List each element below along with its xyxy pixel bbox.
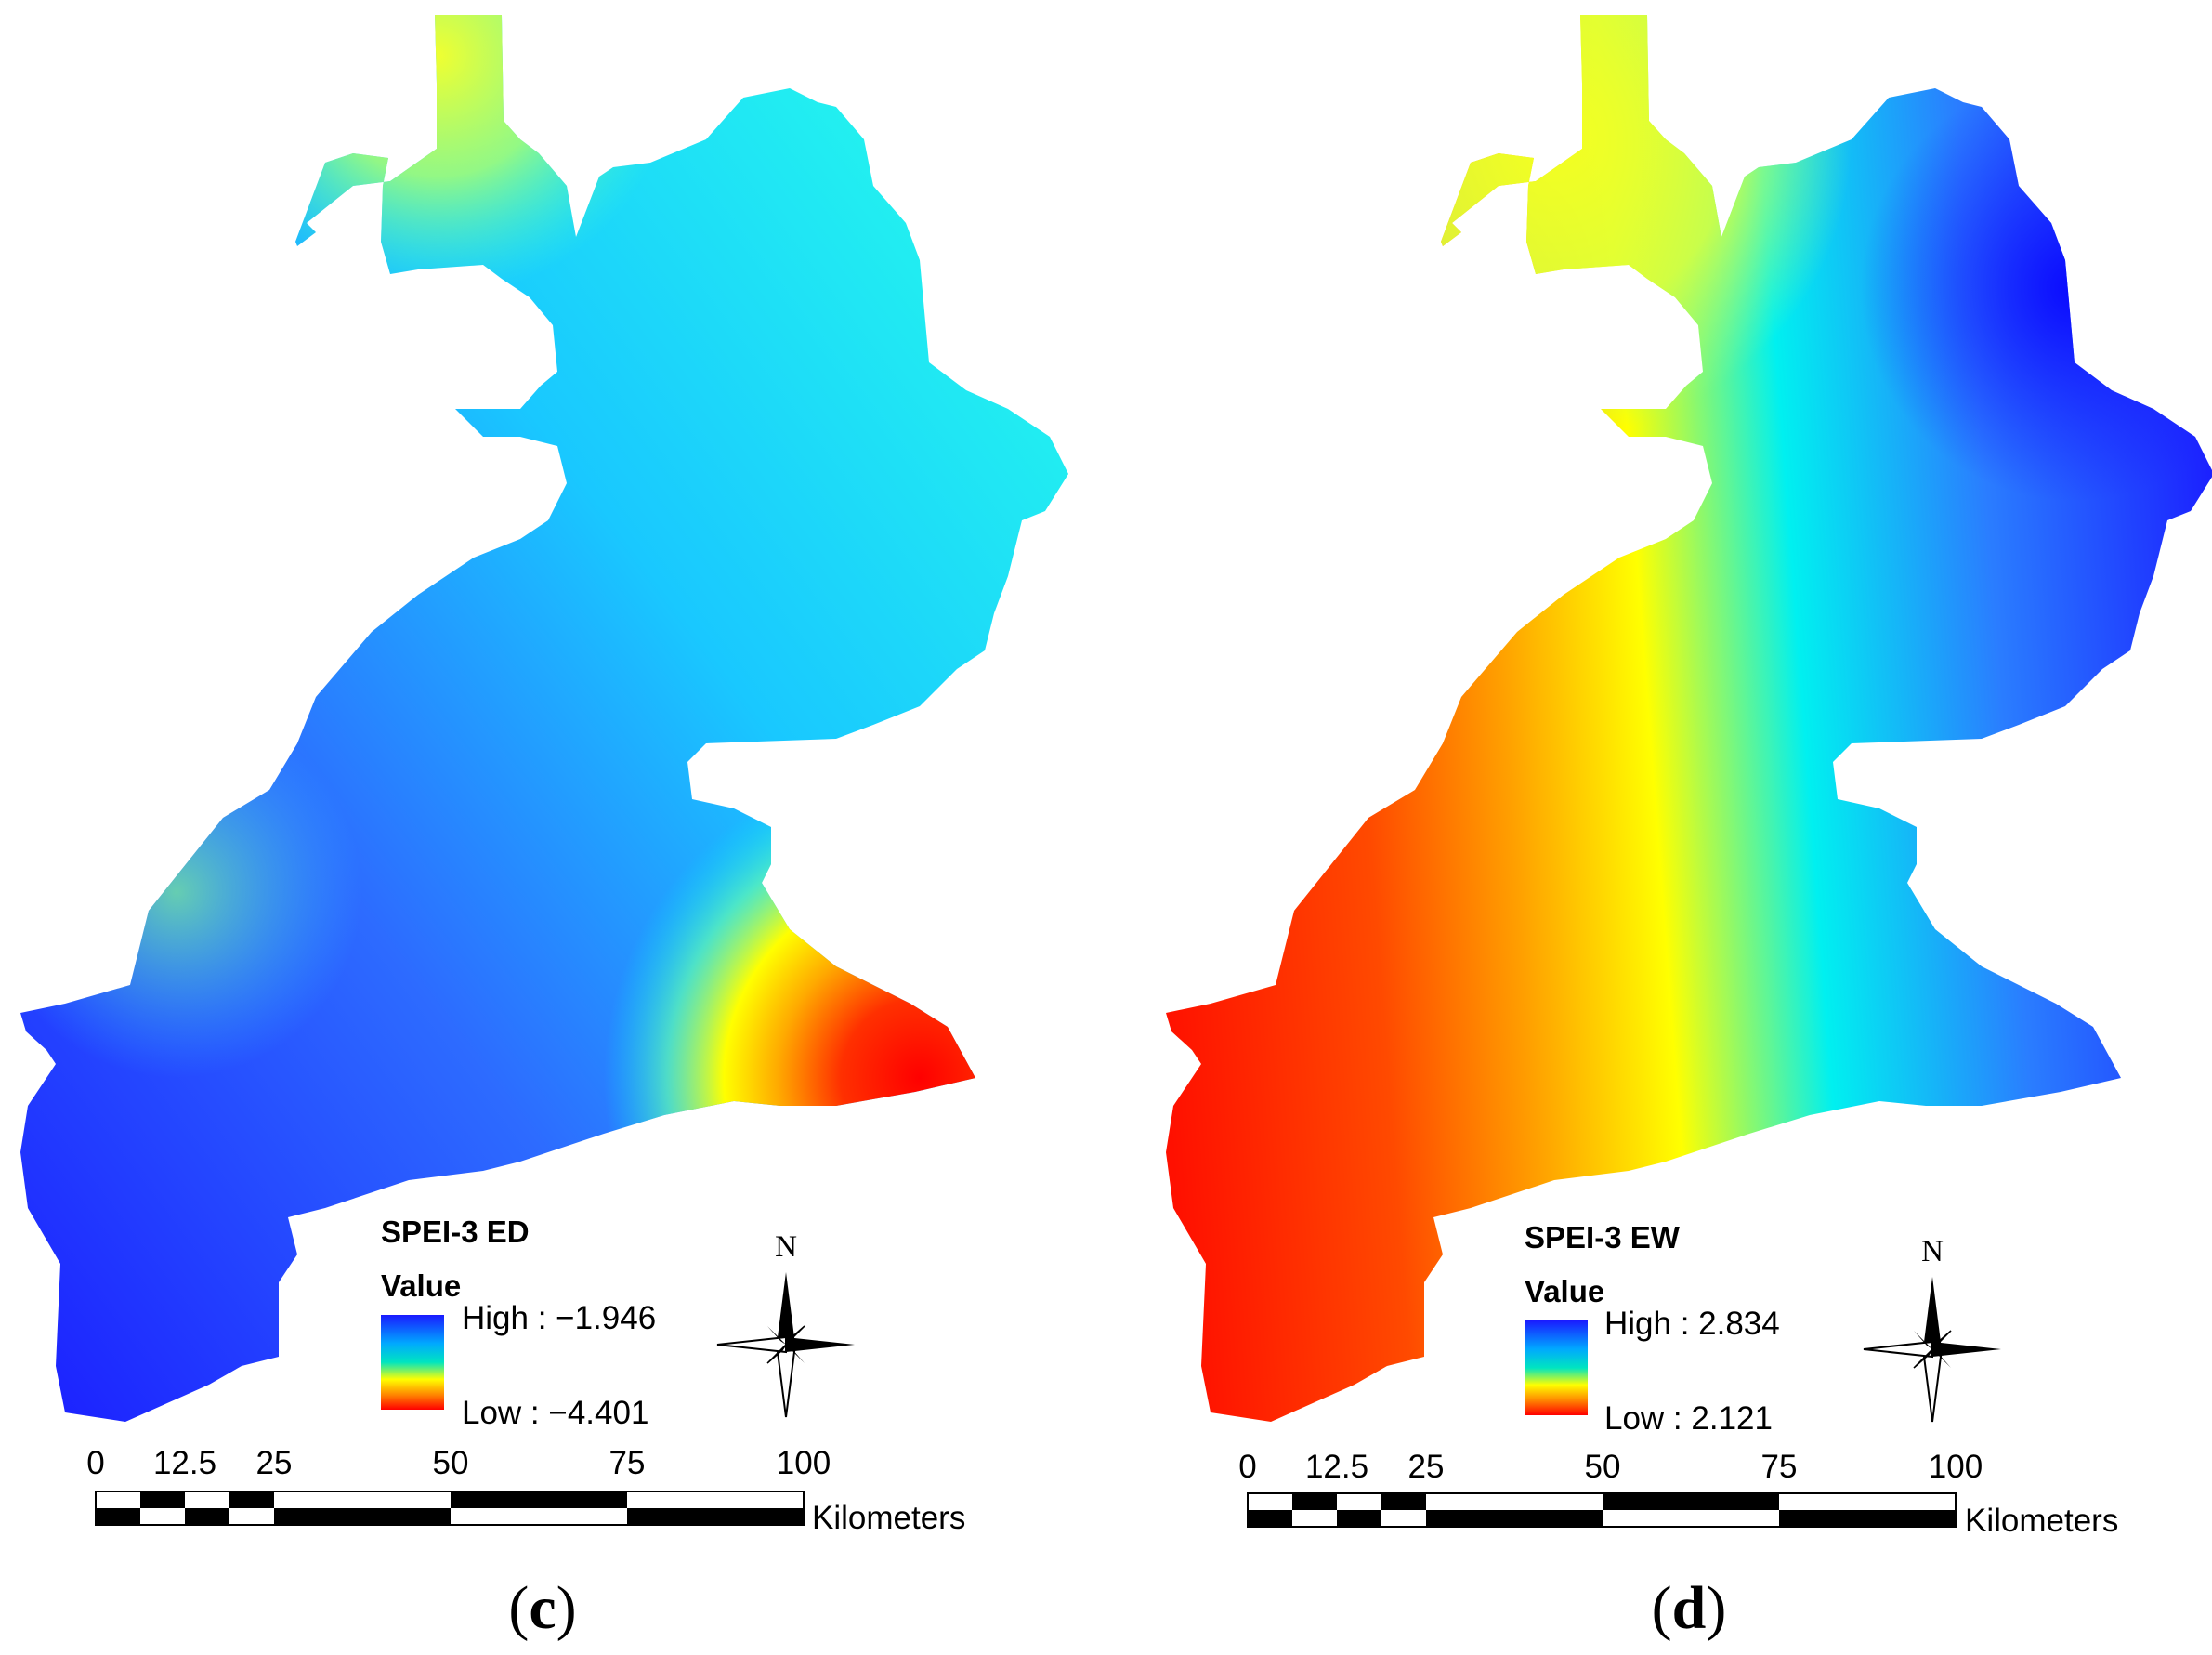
- north-label: N: [775, 1230, 797, 1264]
- scale-tick-12-5: 12.5: [1305, 1449, 1368, 1485]
- legend-low-label: Low : −4.401: [462, 1395, 648, 1431]
- scale-tick-100: 100: [777, 1445, 831, 1481]
- north-label: N: [1921, 1235, 1944, 1268]
- scale-tick-12-5: 12.5: [153, 1445, 216, 1481]
- panel-c: SPEI-3 ED Value High : −1.946 Low : −4.4…: [20, 15, 1068, 1642]
- panel-caption-c: (c): [508, 1574, 576, 1642]
- legend-subtitle: Value: [1525, 1274, 1604, 1308]
- north-arrow-d: N: [1863, 1235, 2001, 1423]
- legend-ramp: [381, 1315, 444, 1410]
- scale-tick-25: 25: [1408, 1449, 1445, 1485]
- scale-tick-0: 0: [86, 1445, 104, 1481]
- scale-bar-segments: [95, 1491, 805, 1526]
- legend-c: SPEI-3 ED Value High : −1.946 Low : −4.4…: [381, 1215, 656, 1431]
- legend-high-label: High : 2.834: [1604, 1306, 1780, 1342]
- scale-tick-50: 50: [433, 1445, 469, 1481]
- legend-title: SPEI-3 ED: [381, 1215, 530, 1249]
- legend-high-label: High : −1.946: [462, 1300, 656, 1336]
- legend-d: SPEI-3 EW Value High : 2.834 Low : 2.121: [1525, 1220, 1780, 1437]
- panel-d-overlay: SPEI-3 EW Value High : 2.834 Low : 2.121…: [1238, 1220, 2118, 1642]
- legend-low-label: Low : 2.121: [1604, 1400, 1773, 1437]
- scale-bar-c: 0 12.5 25 50 75 100 Kilometers: [86, 1445, 965, 1536]
- scale-tick-25: 25: [256, 1445, 293, 1481]
- scale-tick-0: 0: [1238, 1449, 1256, 1485]
- legend-title: SPEI-3 EW: [1525, 1220, 1681, 1254]
- legend-ramp: [1525, 1320, 1588, 1415]
- legend-subtitle: Value: [381, 1268, 461, 1303]
- scale-tick-75: 75: [609, 1445, 646, 1481]
- scale-tick-75: 75: [1761, 1449, 1798, 1485]
- scale-unit: Kilometers: [1965, 1503, 2118, 1539]
- scale-bar-segments: [1247, 1492, 1957, 1528]
- north-arrow-c: N: [716, 1230, 855, 1418]
- raster-map-c: [20, 15, 1068, 1422]
- scale-bar-d: 0 12.5 25 50 75 100 Kilometers: [1238, 1449, 2118, 1539]
- panel-caption-d: (d): [1652, 1574, 1727, 1642]
- scale-unit: Kilometers: [812, 1500, 965, 1536]
- scale-tick-50: 50: [1585, 1449, 1621, 1485]
- scale-tick-100: 100: [1929, 1449, 1983, 1485]
